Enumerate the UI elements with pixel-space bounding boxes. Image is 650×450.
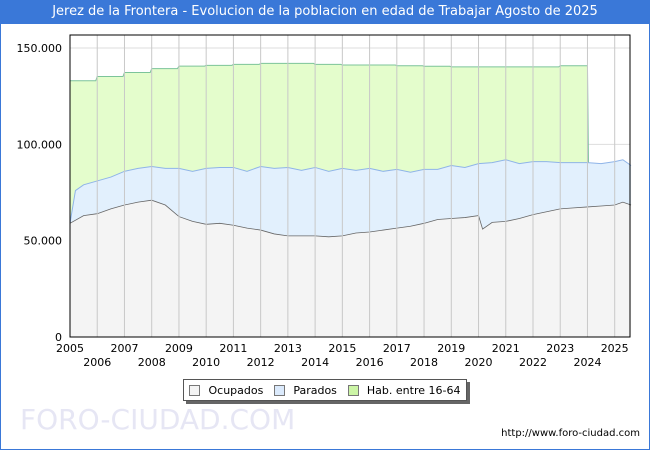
y-tick-label: 100.000: [17, 138, 63, 151]
x-tick-label: 2021: [492, 342, 520, 355]
x-tick-label: 2020: [465, 356, 493, 369]
x-tick-label: 2018: [410, 356, 438, 369]
chart-title: Jerez de la Frontera - Evolucion de la p…: [0, 0, 650, 24]
x-tick-label: 2022: [519, 356, 547, 369]
legend-swatch-parados: [274, 384, 286, 396]
y-tick-label: 0: [55, 331, 62, 344]
x-tick-label: 2019: [437, 342, 465, 355]
x-tick-label: 2015: [328, 342, 356, 355]
x-tick-label: 2025: [601, 342, 629, 355]
legend-item-parados: Parados: [274, 384, 337, 397]
x-tick-label: 2017: [383, 342, 411, 355]
x-tick-label: 2008: [138, 356, 166, 369]
x-tick-label: 2005: [56, 342, 84, 355]
x-tick-label: 2012: [247, 356, 275, 369]
x-tick-label: 2006: [83, 356, 111, 369]
x-tick-label: 2024: [573, 356, 601, 369]
legend-item-hab: Hab. entre 16-64: [347, 383, 461, 397]
plot-border: [69, 34, 631, 338]
legend-label: Parados: [293, 383, 337, 397]
y-tick-label: 150.000: [17, 42, 63, 55]
legend-item-ocupados: Ocupados: [189, 384, 263, 397]
series-line-ocupados: [69, 199, 632, 238]
series-line-hab: [70, 62, 589, 163]
x-tick-label: 2010: [192, 356, 220, 369]
series-line-parados: [69, 159, 632, 224]
legend: Ocupados Parados Hab. entre 16-64: [183, 379, 467, 401]
x-tick-label: 2009: [165, 342, 193, 355]
x-tick-label: 2014: [301, 356, 329, 369]
watermark: FORO-CIUDAD.COM: [20, 403, 296, 436]
legend-label: Ocupados: [208, 383, 264, 397]
x-tick-label: 2011: [219, 342, 247, 355]
x-tick-label: 2013: [274, 342, 302, 355]
legend-swatch-hab: [347, 384, 359, 396]
y-tick-label: 50.000: [24, 235, 63, 248]
x-tick-label: 2023: [546, 342, 574, 355]
footer-url[interactable]: http://www.foro-ciudad.com: [501, 428, 640, 439]
legend-swatch-ocupados: [189, 384, 201, 396]
x-tick-label: 2007: [110, 342, 138, 355]
x-tick-label: 2016: [356, 356, 384, 369]
legend-label: Hab. entre 16-64: [366, 383, 461, 397]
series-area-ocupados: [70, 200, 632, 337]
